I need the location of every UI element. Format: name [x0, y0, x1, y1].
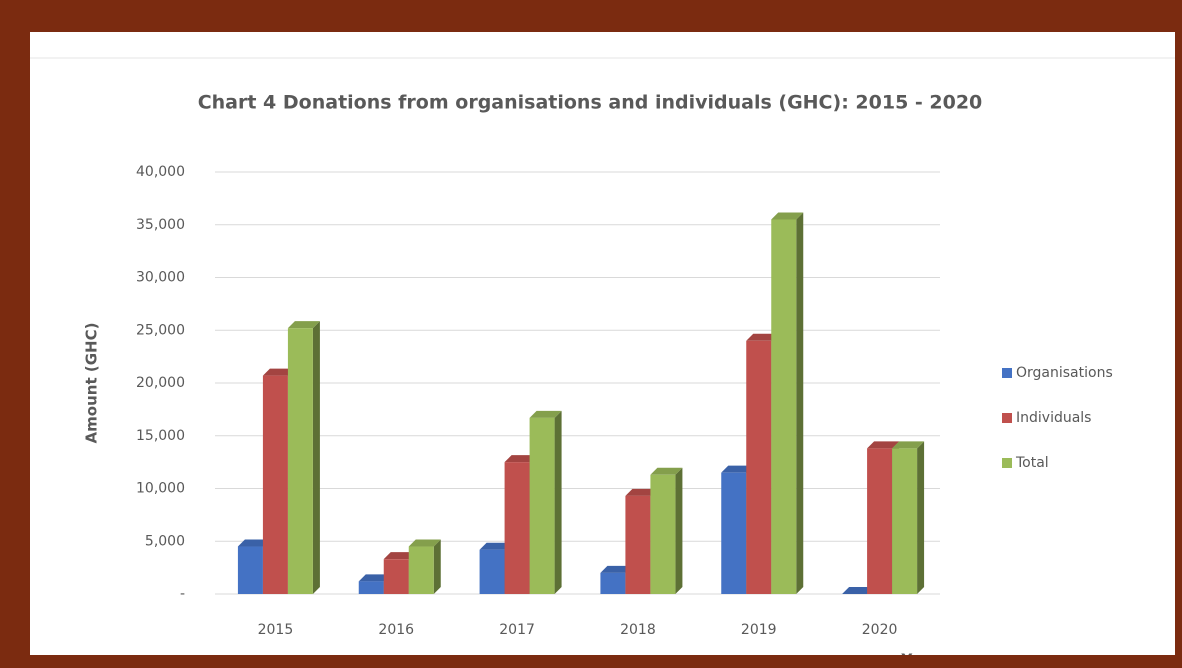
bar-top [383, 552, 416, 560]
bar-top [771, 212, 804, 220]
x-tick-label: 2017 [499, 622, 535, 638]
bar [262, 375, 288, 594]
bar-side [917, 441, 925, 594]
x-tick-label: 2019 [741, 622, 777, 638]
y-tick-label: 10,000 [136, 481, 185, 497]
legend-swatch [1002, 413, 1012, 423]
y-tick-label: 5,000 [145, 533, 185, 549]
bar-top [746, 333, 779, 341]
bar-side [796, 212, 804, 594]
bar-side [312, 321, 320, 594]
bar [746, 340, 772, 594]
bar [892, 448, 918, 594]
bar [529, 417, 555, 594]
bar-top [287, 321, 320, 329]
x-tick-label: 2020 [862, 622, 898, 638]
y-axis-title: Amount (GHC) [83, 323, 101, 444]
plot: Chart 4 Donations from organisations and… [83, 92, 1113, 668]
x-tick-label: 2016 [378, 622, 414, 638]
bar-top [479, 542, 512, 550]
y-tick-label: 35,000 [136, 217, 185, 233]
legend-swatch [1002, 458, 1012, 468]
bar-top [237, 539, 270, 547]
y-tick-label: 40,000 [136, 164, 185, 180]
bar-top [650, 467, 683, 475]
bar-top [504, 455, 537, 463]
bar-side [433, 539, 441, 594]
bar-top [408, 539, 441, 547]
bar-top [842, 587, 875, 594]
bar [867, 448, 893, 594]
chart-title: Chart 4 Donations from organisations and… [198, 92, 983, 114]
bar [600, 572, 626, 594]
bar-top [625, 488, 658, 496]
bar [383, 559, 409, 594]
bar-top [529, 410, 562, 418]
bar [650, 474, 676, 594]
chart-area [30, 32, 1175, 655]
legend-label: Individuals [1016, 410, 1091, 426]
bar [408, 546, 434, 594]
bar-top [867, 441, 900, 449]
bar [504, 462, 530, 594]
legend-label: Total [1015, 455, 1049, 471]
x-tick-label: 2018 [620, 622, 656, 638]
bar [625, 495, 651, 594]
bar [721, 472, 747, 594]
bar [287, 328, 313, 594]
bar-top [358, 574, 391, 582]
bar-top [262, 368, 295, 376]
bar [237, 546, 263, 594]
bar-side [554, 410, 562, 594]
bar-top [600, 565, 633, 573]
bar-top [892, 441, 925, 449]
y-tick-label: 20,000 [136, 375, 185, 391]
bar-side [675, 467, 683, 594]
bar [479, 549, 505, 594]
legend-swatch [1002, 368, 1012, 378]
bar [358, 581, 384, 594]
y-tick-label: - [180, 586, 185, 602]
x-tick-label: 2015 [258, 622, 294, 638]
bar [771, 219, 797, 594]
y-tick-label: 15,000 [136, 428, 185, 444]
y-tick-label: 25,000 [136, 322, 185, 338]
bar-top [721, 465, 754, 473]
x-axis-title: Year [900, 651, 939, 668]
legend-label: Organisations [1016, 365, 1113, 381]
y-tick-label: 30,000 [136, 270, 185, 286]
